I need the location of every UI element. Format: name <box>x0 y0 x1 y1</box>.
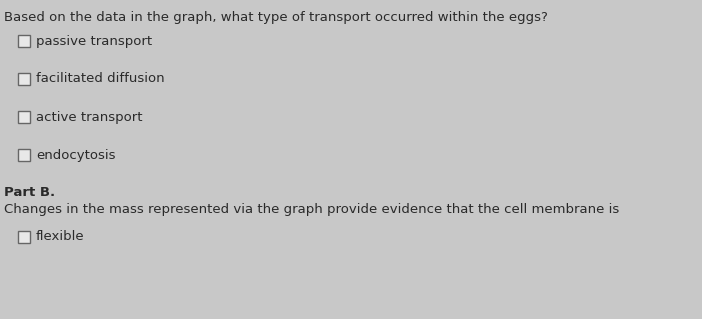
Bar <box>18 149 30 161</box>
Text: Based on the data in the graph, what type of transport occurred within the eggs?: Based on the data in the graph, what typ… <box>4 11 548 24</box>
Text: Changes in the mass represented via the graph provide evidence that the cell mem: Changes in the mass represented via the … <box>4 203 619 216</box>
Text: facilitated diffusion: facilitated diffusion <box>36 72 165 85</box>
Text: endocytosis: endocytosis <box>36 149 116 161</box>
Text: passive transport: passive transport <box>36 34 152 48</box>
Bar <box>18 73 30 85</box>
Text: active transport: active transport <box>36 110 143 123</box>
Text: flexible: flexible <box>36 231 85 243</box>
Bar <box>18 111 30 123</box>
Bar <box>18 231 30 243</box>
Bar <box>18 35 30 47</box>
Text: Part B.: Part B. <box>4 186 55 199</box>
